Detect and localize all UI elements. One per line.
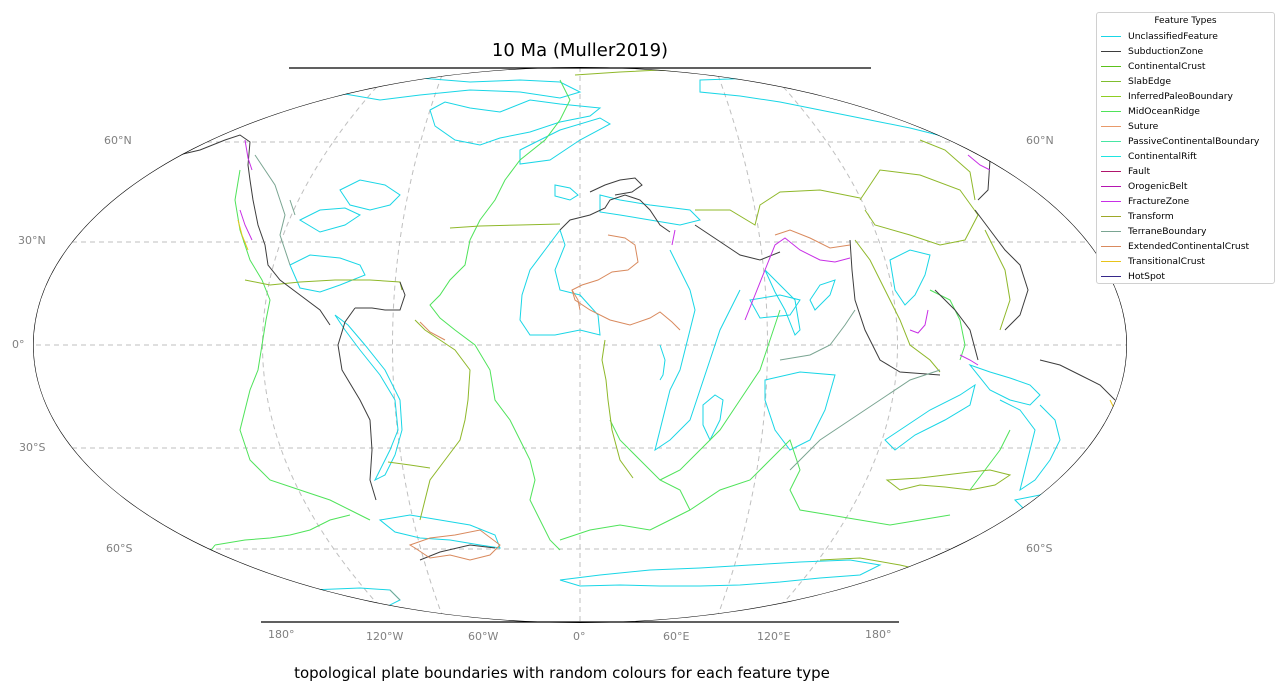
legend-label: ContinentalCrust — [1128, 61, 1206, 72]
legend-label: UnclassifiedFeature — [1128, 31, 1218, 42]
legend-swatch — [1101, 276, 1121, 277]
legend-swatch — [1101, 261, 1121, 262]
legend-swatch — [1101, 186, 1121, 187]
legend-item: MidOceanRidge — [1101, 104, 1200, 119]
lon-label-180-right: 180° — [865, 628, 892, 641]
legend-item: FractureZone — [1101, 194, 1189, 209]
legend-item: SubductionZone — [1101, 44, 1203, 59]
legend-label: ExtendedContinentalCrust — [1128, 241, 1250, 252]
terrane-boundaries — [254, 154, 941, 601]
gridline-120e — [764, 67, 898, 623]
legend-item: ContinentalCrust — [1101, 59, 1206, 74]
legend-title: Feature Types — [1154, 16, 1217, 26]
legend-label: SlabEdge — [1128, 76, 1171, 87]
gridline-60w — [392, 67, 446, 623]
mid-ocean-ridges — [179, 79, 1011, 571]
lon-label-60e: 60°E — [663, 630, 690, 643]
legend-item: Suture — [1101, 119, 1158, 134]
legend-swatch — [1101, 246, 1121, 247]
legend-label: Suture — [1128, 121, 1159, 132]
lat-label-60n-left: 60°N — [104, 134, 132, 147]
legend-label: Fault — [1128, 166, 1151, 177]
lat-label-30s-left: 30°S — [19, 441, 46, 454]
gridline-120w — [262, 67, 396, 623]
lat-label-30n-left: 30°N — [18, 234, 46, 247]
lon-label-60w: 60°W — [468, 630, 499, 643]
legend-swatch — [1101, 156, 1121, 157]
legend-swatch — [1101, 66, 1121, 67]
legend-item: Transform — [1101, 209, 1174, 224]
gridline-60e — [714, 67, 768, 623]
legend-swatch — [1101, 36, 1121, 37]
legend-label: Transform — [1128, 211, 1174, 222]
legend-label: TerraneBoundary — [1128, 226, 1207, 237]
legend-item: UnclassifiedFeature — [1101, 29, 1218, 44]
transform-boundaries — [244, 69, 1012, 579]
legend-label: InferredPaleoBoundary — [1128, 91, 1233, 102]
lat-label-60s-right: 60°S — [1026, 542, 1053, 555]
legend-swatch — [1101, 111, 1121, 112]
graticule — [33, 67, 1127, 623]
lat-label-0-left: 0° — [12, 338, 25, 351]
lon-label-120e: 120°E — [757, 630, 791, 643]
lon-label-0: 0° — [573, 630, 586, 643]
legend-label: SubductionZone — [1128, 46, 1204, 57]
legend-label: PassiveContinentalBoundary — [1128, 136, 1260, 147]
subduction-zones — [39, 134, 1116, 561]
legend: Feature Types UnclassifiedFeature Subduct… — [1096, 12, 1275, 284]
legend-label: ContinentalRift — [1128, 151, 1197, 162]
legend-item: TransitionalCrust — [1101, 254, 1205, 269]
fracture-zones — [239, 139, 991, 366]
legend-label: FractureZone — [1128, 196, 1190, 207]
legend-swatch — [1101, 126, 1121, 127]
legend-swatch — [1101, 141, 1121, 142]
legend-label: OrogenicBelt — [1128, 181, 1188, 192]
legend-item: SlabEdge — [1101, 74, 1171, 89]
legend-label: TransitionalCrust — [1128, 256, 1206, 267]
lon-label-180-left: 180° — [268, 628, 295, 641]
map-title: 10 Ma (Muller2019) — [491, 40, 669, 61]
sutures — [408, 229, 851, 561]
legend-item: OrogenicBelt — [1101, 179, 1187, 194]
legend-swatch — [1101, 81, 1121, 82]
legend-item: Fault — [1101, 164, 1150, 179]
legend-swatch — [1101, 216, 1121, 217]
map-caption: topological plate boundaries with random… — [294, 664, 830, 682]
legend-item: PassiveContinentalBoundary — [1101, 134, 1259, 149]
legend-item: ContinentalRift — [1101, 149, 1197, 164]
lat-label-60n-right: 60°N — [1026, 134, 1054, 147]
unclassified-features — [89, 77, 1081, 616]
lon-label-120w: 120°W — [366, 630, 404, 643]
legend-swatch — [1101, 171, 1121, 172]
legend-label: MidOceanRidge — [1128, 106, 1200, 117]
legend-item: HotSpot — [1101, 269, 1165, 284]
legend-item: ExtendedContinentalCrust — [1101, 239, 1249, 254]
legend-swatch — [1101, 201, 1121, 202]
legend-swatch — [1101, 231, 1121, 232]
legend-swatch — [1101, 96, 1121, 97]
legend-item: TerraneBoundary — [1101, 224, 1206, 239]
legend-item: InferredPaleoBoundary — [1101, 89, 1233, 104]
legend-label: HotSpot — [1128, 271, 1166, 282]
legend-swatch — [1101, 51, 1121, 52]
lat-label-60s-left: 60°S — [106, 542, 133, 555]
